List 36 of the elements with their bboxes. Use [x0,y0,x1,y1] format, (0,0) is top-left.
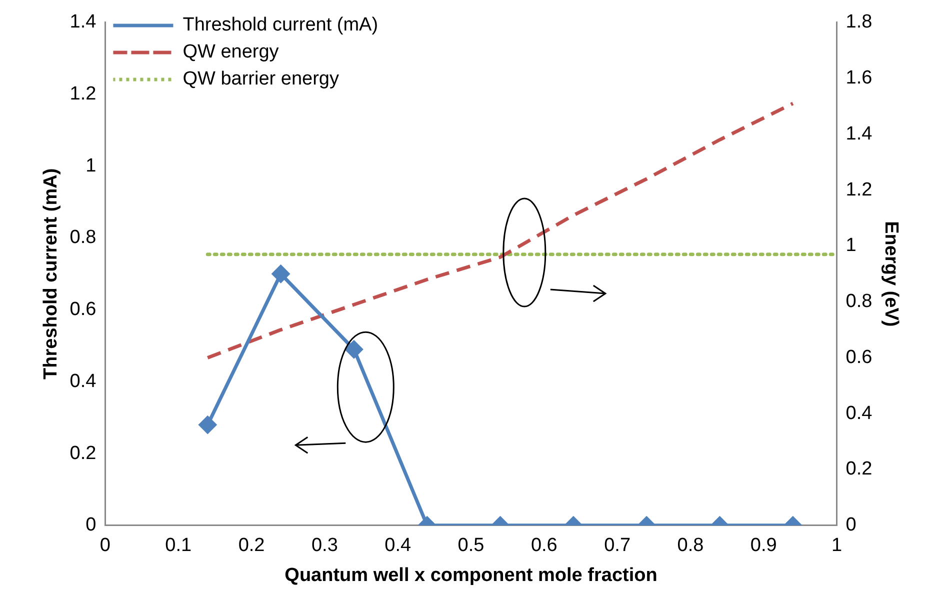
x-axis-title: Quantum well x component mole fraction [284,564,658,586]
y2-tick-label: 0.2 [846,458,872,480]
y-tick-label: 1.4 [70,12,97,33]
x-tick-label: 0.1 [165,535,192,556]
y-tick-label: 0.6 [70,299,96,320]
y-tick-label: 0.8 [70,227,96,248]
y2-tick-label: 1.8 [846,12,872,33]
x-tick-label: 0.8 [677,535,704,556]
x-tick-label: 0.7 [604,535,631,556]
x-tick-label: 0.9 [750,535,777,556]
y-tick-label: 0 [86,514,96,536]
y-tick-label: 1 [86,155,96,176]
y2-tick-label: 1.4 [846,123,873,144]
x-tick-label: 0 [100,535,110,556]
x-tick-label: 1 [832,535,842,556]
y2-axis-title: Energy (eV) [880,221,902,327]
y2-tick-label: 0 [846,514,856,536]
y-tick-label: 0.2 [70,442,96,464]
y2-tick-label: 1.6 [846,68,872,89]
x-tick-label: 0.2 [238,535,265,556]
line-series [206,102,795,360]
x-tick-label: 0.6 [530,535,558,556]
x-tick-label: 0.3 [311,535,338,556]
y-axis-title: Threshold current (mA) [40,168,62,380]
legend-label: QW energy [182,42,280,63]
legend-label: QW barrier energy [182,68,340,90]
legend-label: Threshold current (mA) [182,14,378,36]
y2-tick-label: 1.2 [846,179,872,200]
y2-tick-label: 0.4 [846,402,873,424]
y2-tick-label: 0.6 [846,346,872,368]
x-tick-label: 0.5 [458,535,484,556]
y-tick-label: 1.2 [70,83,96,104]
y2-tick-label: 1 [846,235,856,256]
y2-tick-label: 0.8 [846,291,872,312]
x-tick-label: 0.4 [384,535,412,556]
y-tick-label: 0.4 [70,370,97,392]
